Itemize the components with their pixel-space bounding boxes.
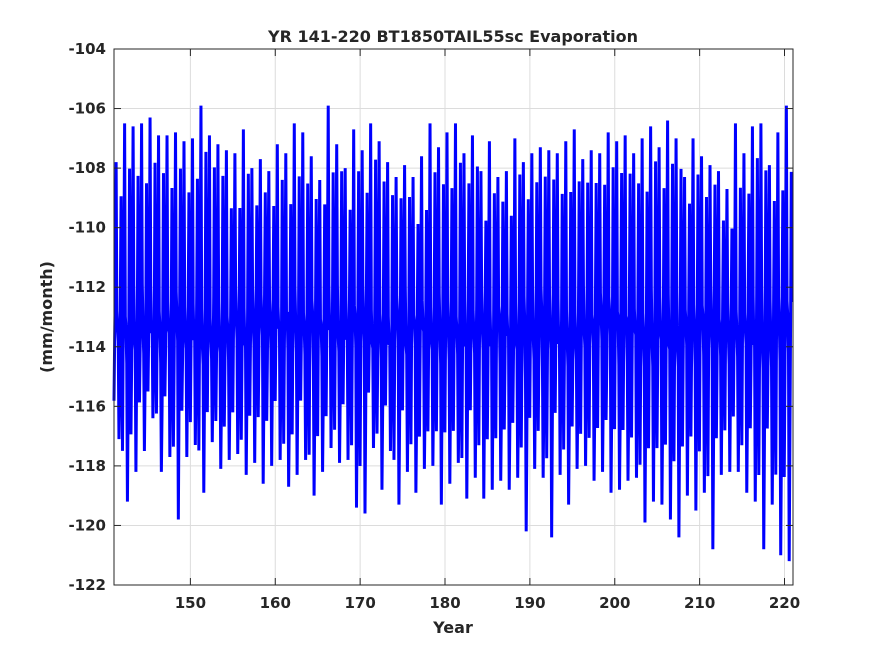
x-tick-label: 210	[684, 594, 715, 612]
y-tick-label: -108	[68, 159, 106, 177]
y-tick-label: -120	[68, 516, 106, 534]
y-tick-label: -110	[68, 219, 106, 237]
data-series	[112, 105, 794, 562]
x-tick-label: 170	[344, 594, 375, 612]
y-axis-label: (mm/month)	[37, 261, 56, 373]
x-axis-label: Year	[432, 618, 473, 637]
tick-marks	[114, 48, 793, 586]
evaporation-series-line	[112, 105, 794, 562]
x-tick-label: 180	[429, 594, 460, 612]
chart-title: YR 141-220 BT1850TAIL55sc Evaporation	[267, 27, 638, 46]
y-tick-label: -104	[68, 40, 106, 58]
y-tick-label: -114	[68, 338, 106, 356]
x-tick-label: 200	[599, 594, 630, 612]
x-tick-label: 160	[260, 594, 291, 612]
y-tick-labels: -122 -120 -118 -116 -114 -112 -110 -108 -106 -104	[68, 40, 106, 594]
axes-box	[113, 48, 794, 586]
y-tick-label: -122	[68, 576, 106, 594]
x-tick-label: 190	[514, 594, 545, 612]
y-tick-label: -106	[68, 100, 106, 118]
x-tick-label: 220	[769, 594, 800, 612]
x-tick-label: 150	[175, 594, 206, 612]
y-tick-label: -112	[68, 278, 106, 296]
y-tick-label: -116	[68, 397, 106, 415]
x-tick-labels: 150 160 170 180 190 200 210 220	[175, 594, 800, 612]
y-tick-label: -118	[68, 457, 106, 475]
